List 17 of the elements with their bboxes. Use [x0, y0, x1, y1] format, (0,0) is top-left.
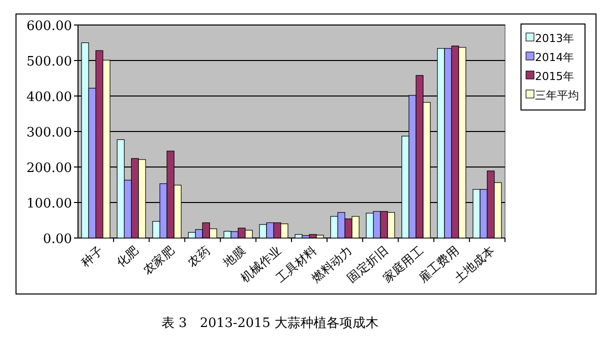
y-tick-label: 300.00 [26, 126, 72, 140]
y-tick-label: 400.00 [26, 90, 72, 105]
x-tick-label: 种子 [78, 244, 106, 270]
y-tick-label: 0.00 [43, 232, 72, 247]
text: 表 3 2013-2015 大蒜种植各项成木 [161, 316, 379, 331]
legend-label: 2015年 [535, 70, 574, 83]
y-tick-label: 200.00 [26, 161, 72, 176]
legend-label: 2014年 [535, 51, 574, 64]
x-tick-label: 地膜 [220, 244, 248, 270]
legend-label: 2013年 [535, 32, 574, 45]
legend-label: 三年平均 [535, 89, 579, 102]
y-tick-label: 500.00 [26, 54, 72, 70]
y-tick-label: 100.00 [26, 196, 72, 212]
x-tick-label: 农家肥 [140, 244, 177, 278]
y-tick-label: 600.00 [26, 19, 72, 34]
x-tick-label: 化肥 [114, 244, 142, 270]
x-tick-label: 农药 [185, 244, 212, 270]
